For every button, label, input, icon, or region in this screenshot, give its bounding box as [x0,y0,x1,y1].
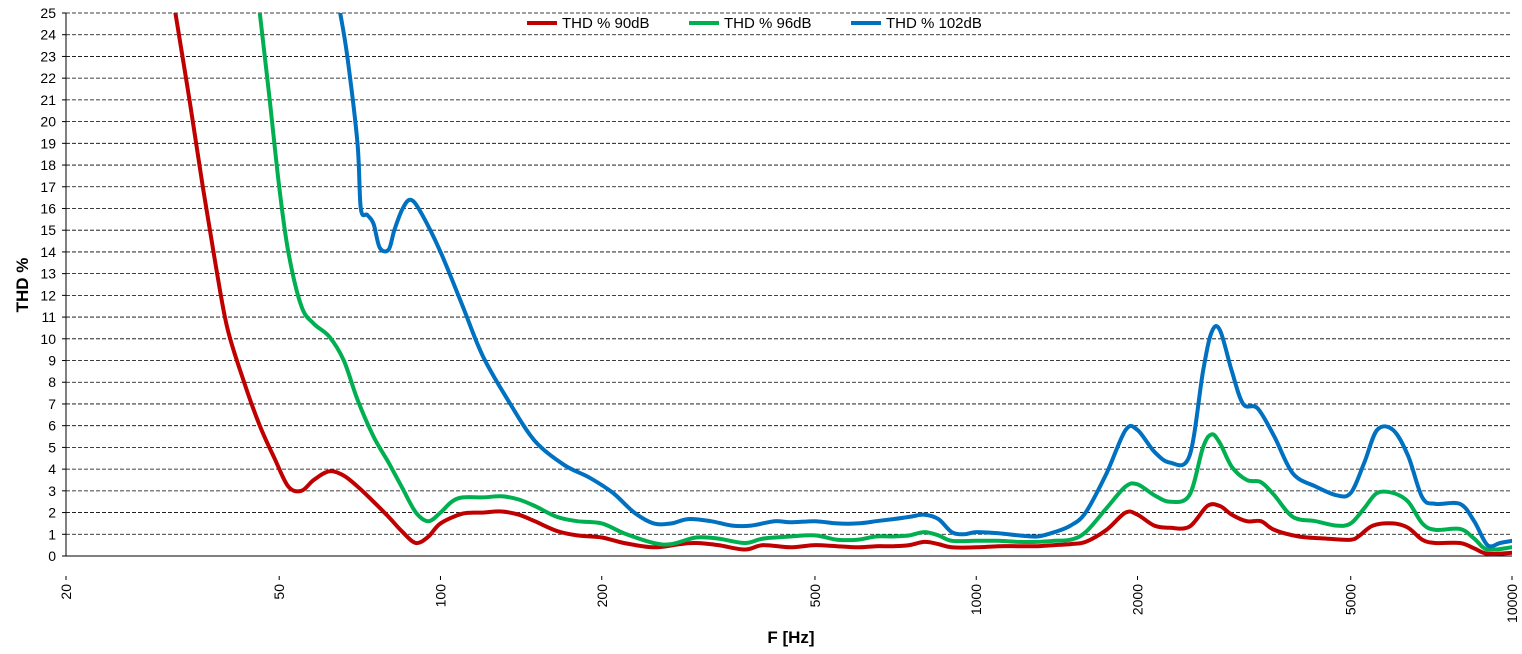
y-tick-label: 25 [40,5,56,21]
legend-label: THD % 102dB [886,15,982,32]
series-line-1 [173,13,1512,556]
y-tick-label: 12 [40,287,56,303]
legend-label: THD % 96dB [724,15,812,32]
gridlines [66,12,1512,535]
y-tick-label: 4 [48,461,56,477]
y-tick-label: 9 [48,353,56,369]
y-tick-label: 17 [40,179,56,195]
x-tick-label: 500 [807,584,823,608]
axes: 0123456789101112131415161718192021222324… [40,5,1520,623]
y-tick-label: 14 [40,244,56,260]
y-tick-label: 21 [40,92,56,108]
y-tick-label: 0 [48,548,56,564]
x-tick-label: 50 [271,584,287,600]
x-tick-label: 100 [432,584,448,608]
y-tick-label: 22 [40,70,56,86]
x-tick-label: 5000 [1343,584,1359,615]
x-tick-label: 1000 [968,584,984,615]
y-tick-label: 3 [48,483,56,499]
legend: THD % 90dB THD % 96dB THD % 102dB [527,15,982,32]
x-tick-label: 20 [58,584,74,600]
y-tick-label: 10 [40,331,56,347]
y-tick-label: 2 [48,505,56,521]
x-axis-title: F [Hz] [767,628,814,647]
x-tick-label: 200 [594,584,610,608]
y-tick-label: 13 [40,266,56,282]
series-line-3 [338,13,1512,549]
y-axis-title: THD % [13,258,32,313]
y-tick-label: 15 [40,222,56,238]
legend-label: THD % 90dB [562,15,650,32]
y-tick-label: 16 [40,200,56,216]
series-line-2 [257,13,1512,552]
y-tick-label: 18 [40,157,56,173]
y-tick-label: 7 [48,396,56,412]
y-tick-label: 8 [48,374,56,390]
x-tick-label: 10000 [1504,584,1520,623]
y-tick-label: 20 [40,114,56,130]
x-tick-label: 2000 [1130,584,1146,615]
y-tick-label: 5 [48,439,56,455]
y-tick-label: 19 [40,135,56,151]
y-tick-label: 1 [48,526,56,542]
y-tick-label: 24 [40,27,56,43]
y-tick-label: 23 [40,48,56,64]
series-lines [173,13,1512,556]
y-tick-label: 6 [48,418,56,434]
y-tick-label: 11 [41,309,56,325]
